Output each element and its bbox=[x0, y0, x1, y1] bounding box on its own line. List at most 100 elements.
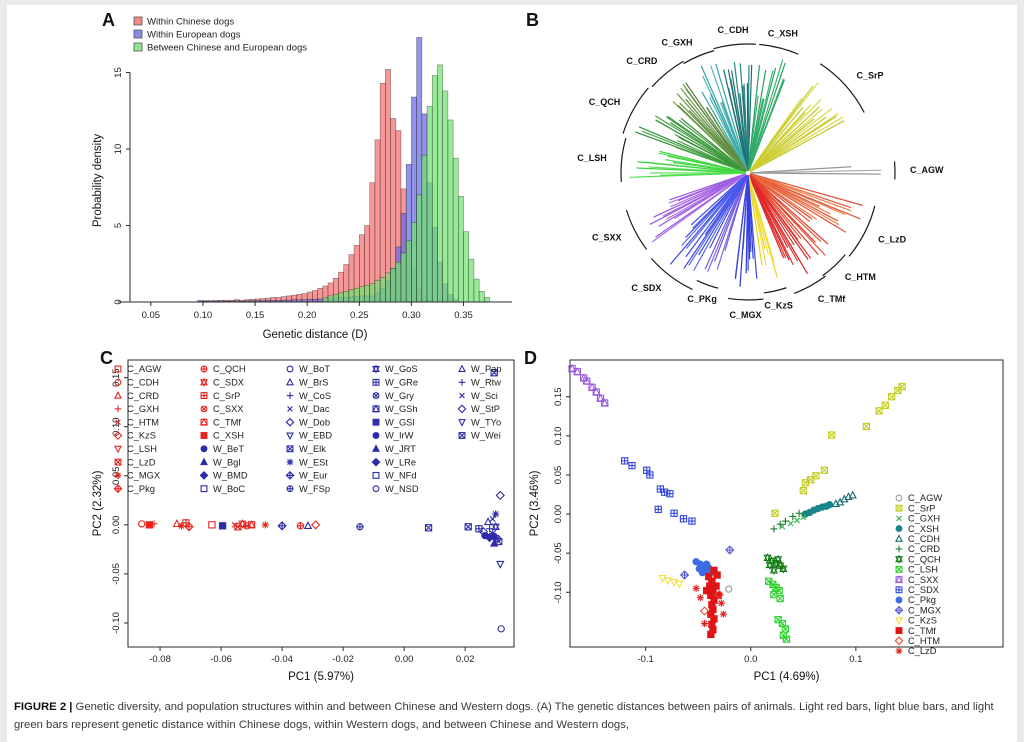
svg-text:Within European dogs: Within European dogs bbox=[147, 30, 241, 41]
tree-cluster-C_CRD: C_CRD bbox=[626, 56, 748, 172]
svg-text:15: 15 bbox=[113, 67, 124, 78]
svg-text:0.35: 0.35 bbox=[454, 310, 473, 321]
svg-text:PC2 (2.32%): PC2 (2.32%) bbox=[92, 470, 104, 536]
tree-cluster-C_HTM: C_HTM bbox=[749, 174, 876, 282]
svg-text:C_SXX: C_SXX bbox=[213, 404, 244, 414]
svg-text:Genetic distance (D): Genetic distance (D) bbox=[263, 329, 368, 341]
tree-cluster-C_MGX: C_MGX bbox=[728, 175, 764, 320]
svg-text:C_LzD: C_LzD bbox=[878, 234, 907, 244]
svg-text:W_BeT: W_BeT bbox=[213, 444, 244, 454]
tree-cluster-C_SXX: C_SXX bbox=[592, 173, 747, 250]
svg-text:0.10: 0.10 bbox=[194, 310, 213, 321]
tree-cluster-C_SrP: C_SrP bbox=[749, 63, 884, 173]
svg-text:0.10: 0.10 bbox=[111, 417, 122, 436]
svg-text:-0.08: -0.08 bbox=[149, 654, 171, 665]
svg-text:W_GoS: W_GoS bbox=[385, 364, 418, 374]
svg-text:C_CRD: C_CRD bbox=[626, 56, 658, 66]
svg-text:W_IrW: W_IrW bbox=[385, 431, 414, 441]
svg-text:W_Wei: W_Wei bbox=[471, 431, 501, 441]
svg-text:C_MGX: C_MGX bbox=[908, 605, 941, 615]
svg-text:C_LSH: C_LSH bbox=[577, 153, 607, 163]
svg-text:C_CDH: C_CDH bbox=[127, 378, 159, 388]
legend: Within Chinese dogs Within European dogs B… bbox=[133, 17, 307, 54]
svg-text:C_MGX: C_MGX bbox=[127, 471, 160, 481]
svg-text:C_MGX: C_MGX bbox=[730, 310, 762, 320]
svg-text:-0.05: -0.05 bbox=[111, 563, 122, 585]
svg-text:0.0: 0.0 bbox=[744, 654, 757, 665]
svg-text:C_HTM: C_HTM bbox=[845, 272, 876, 282]
panel-a-histogram: 0.05 0.10 0.15 0.20 0.25 0.30 0.35 0 5 10 15 Geneti… bbox=[92, 17, 512, 341]
svg-text:C_LSH: C_LSH bbox=[908, 565, 938, 575]
svg-text:W_JRT: W_JRT bbox=[385, 444, 416, 454]
svg-text:W_TYo: W_TYo bbox=[471, 417, 501, 427]
svg-text:C_CRD: C_CRD bbox=[908, 544, 940, 554]
svg-text:W_NFd: W_NFd bbox=[385, 471, 417, 481]
svg-text:C_SrP: C_SrP bbox=[908, 503, 935, 513]
tree-cluster-C_LSH: C_LSH bbox=[577, 137, 746, 182]
svg-text:W_BoT: W_BoT bbox=[299, 364, 330, 374]
svg-text:C_TMf: C_TMf bbox=[213, 417, 241, 427]
svg-text:C_XSH: C_XSH bbox=[768, 28, 798, 38]
svg-text:0: 0 bbox=[113, 299, 124, 304]
svg-text:5: 5 bbox=[113, 223, 124, 228]
svg-text:C_LSH: C_LSH bbox=[127, 444, 157, 454]
panel-label-c: C bbox=[100, 348, 113, 368]
svg-text:0.30: 0.30 bbox=[402, 310, 421, 321]
svg-text:C_TMf: C_TMf bbox=[818, 294, 846, 304]
tree-cluster-C_CDH: C_CDH bbox=[713, 25, 756, 171]
legend: C_AGW C_CDH C_CRD C_GXH C_HTM C_KzS C_LSH C_LzD… bbox=[113, 364, 502, 494]
svg-text:-0.04: -0.04 bbox=[271, 654, 293, 665]
svg-text:W_Gry: W_Gry bbox=[385, 391, 414, 401]
svg-text:0.10: 0.10 bbox=[553, 427, 564, 446]
svg-text:C_HTM: C_HTM bbox=[127, 417, 159, 427]
svg-text:W_Dob: W_Dob bbox=[299, 417, 330, 427]
svg-text:C_AGW: C_AGW bbox=[910, 165, 944, 175]
tree-cluster-C_QCH: C_QCH bbox=[589, 87, 747, 173]
svg-text:C_SDX: C_SDX bbox=[213, 378, 244, 388]
svg-text:C_GXH: C_GXH bbox=[662, 37, 693, 47]
svg-text:0.15: 0.15 bbox=[111, 368, 122, 387]
svg-text:C_XSH: C_XSH bbox=[213, 431, 244, 441]
svg-text:0.00: 0.00 bbox=[111, 516, 122, 535]
svg-text:C_Pkg: C_Pkg bbox=[127, 484, 155, 494]
panel-label-a: A bbox=[102, 10, 115, 30]
tree-cluster-C_TMf: C_TMf bbox=[748, 174, 846, 304]
svg-text:-0.10: -0.10 bbox=[553, 581, 564, 603]
svg-text:C_SDX: C_SDX bbox=[908, 585, 939, 595]
svg-text:C_AGW: C_AGW bbox=[127, 364, 161, 374]
svg-text:C_PKg: C_PKg bbox=[687, 294, 717, 304]
svg-text:C_XSH: C_XSH bbox=[908, 524, 939, 534]
svg-text:W_GSl: W_GSl bbox=[385, 417, 414, 427]
svg-text:W_EBD: W_EBD bbox=[299, 431, 332, 441]
svg-text:W_BrS: W_BrS bbox=[299, 378, 328, 388]
tree-cluster-C_PKg: C_PKg bbox=[687, 175, 748, 304]
svg-text:W_LRe: W_LRe bbox=[385, 457, 416, 467]
legend: C_AGWC_SrPC_GXHC_XSHC_CDHC_CRDC_QCHC_LSH… bbox=[894, 493, 942, 656]
tree-cluster-C_KzS: C_KzS bbox=[747, 175, 793, 311]
svg-text:Within Chinese dogs: Within Chinese dogs bbox=[147, 17, 234, 28]
svg-text:W_Pap: W_Pap bbox=[471, 364, 502, 374]
svg-text:Between Chinese and European d: Between Chinese and European dogs bbox=[147, 43, 307, 54]
svg-text:0.02: 0.02 bbox=[456, 654, 475, 665]
svg-text:C_SXX: C_SXX bbox=[592, 232, 622, 242]
svg-text:C_QCH: C_QCH bbox=[213, 364, 246, 374]
svg-text:-0.02: -0.02 bbox=[332, 654, 354, 665]
svg-text:0.00: 0.00 bbox=[395, 654, 414, 665]
svg-text:W_Eur: W_Eur bbox=[299, 471, 327, 481]
svg-text:0.05: 0.05 bbox=[553, 466, 564, 485]
svg-text:10: 10 bbox=[113, 144, 124, 155]
caption-label: FIGURE 2 | bbox=[14, 701, 73, 713]
svg-text:C_GXH: C_GXH bbox=[127, 404, 159, 414]
svg-text:W_NSD: W_NSD bbox=[385, 484, 419, 494]
svg-text:W_FSp: W_FSp bbox=[299, 484, 330, 494]
svg-text:W_Bgl: W_Bgl bbox=[213, 457, 240, 467]
svg-text:C_CDH: C_CDH bbox=[717, 25, 748, 35]
tree-cluster-C_AGW: C_AGW bbox=[750, 161, 944, 180]
svg-text:W_CoS: W_CoS bbox=[299, 391, 331, 401]
svg-text:C_CDH: C_CDH bbox=[908, 534, 940, 544]
svg-text:PC2 (3.46%): PC2 (3.46%) bbox=[529, 470, 541, 536]
svg-text:C_QCH: C_QCH bbox=[589, 97, 621, 107]
svg-text:C_QCH: C_QCH bbox=[908, 554, 941, 564]
svg-text:C_LzD: C_LzD bbox=[908, 646, 937, 656]
axes: 0.05 0.10 0.15 0.20 0.25 0.30 0.35 0 5 10 15 bbox=[113, 67, 512, 321]
